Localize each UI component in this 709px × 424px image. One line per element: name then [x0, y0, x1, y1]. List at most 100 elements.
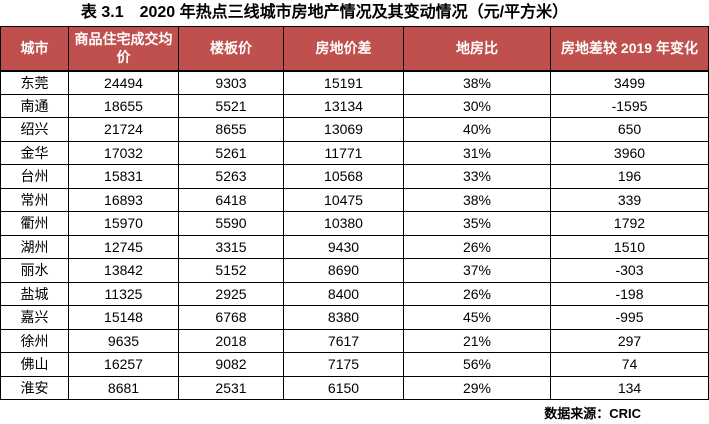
value-cell: 196	[550, 164, 709, 189]
value-cell: 26%	[403, 234, 551, 259]
table-row: 衢州 15970 5590 10380 35% 1792	[0, 211, 709, 236]
value-cell: 16257	[68, 352, 179, 377]
header-row: 城市 商品住宅成交均价 楼板价 房地价差 地房比 房地差较 2019 年变化	[0, 26, 709, 72]
value-cell: 7617	[283, 328, 404, 353]
header-cell-land-ratio: 地房比	[403, 26, 551, 72]
value-cell: 9430	[283, 234, 404, 259]
value-cell: 74	[550, 352, 709, 377]
value-cell: 26%	[403, 281, 551, 306]
value-cell: 9303	[178, 70, 284, 95]
value-cell: 8681	[68, 375, 179, 400]
table-title: 表 3.1 2020 年热点三线城市房地产情况及其变动情况（元/平方米）	[80, 4, 569, 21]
value-cell: 30%	[403, 93, 551, 118]
value-cell: 1510	[550, 234, 709, 259]
value-cell: 8380	[283, 305, 404, 330]
value-cell: 3960	[550, 140, 709, 165]
value-cell: 35%	[403, 211, 551, 236]
table-row: 佛山 16257 9082 7175 56% 74	[0, 352, 709, 377]
value-cell: -995	[550, 305, 709, 330]
value-cell: 8400	[283, 281, 404, 306]
value-cell: 21%	[403, 328, 551, 353]
value-cell: 17032	[68, 140, 179, 165]
value-cell: 38%	[403, 70, 551, 95]
city-cell: 丽水	[0, 258, 69, 283]
value-cell: 5261	[178, 140, 284, 165]
value-cell: 297	[550, 328, 709, 353]
city-cell: 常州	[0, 187, 69, 212]
value-cell: 21724	[68, 117, 179, 142]
value-cell: 8655	[178, 117, 284, 142]
value-cell: 15970	[68, 211, 179, 236]
city-cell: 徐州	[0, 328, 69, 353]
header-cell-gap-change: 房地差较 2019 年变化	[550, 26, 709, 72]
value-cell: 13842	[68, 258, 179, 283]
value-cell: 10568	[283, 164, 404, 189]
table-row: 常州 16893 6418 10475 38% 339	[0, 187, 709, 212]
value-cell: 6150	[283, 375, 404, 400]
city-cell: 盐城	[0, 281, 69, 306]
city-cell: 衢州	[0, 211, 69, 236]
value-cell: 10380	[283, 211, 404, 236]
value-cell: 29%	[403, 375, 551, 400]
value-cell: -303	[550, 258, 709, 283]
value-cell: 13134	[283, 93, 404, 118]
value-cell: 11771	[283, 140, 404, 165]
value-cell: 9082	[178, 352, 284, 377]
value-cell: 10475	[283, 187, 404, 212]
value-cell: 8690	[283, 258, 404, 283]
value-cell: 38%	[403, 187, 551, 212]
city-cell: 淮安	[0, 375, 69, 400]
value-cell: 16893	[68, 187, 179, 212]
value-cell: 3499	[550, 70, 709, 95]
city-cell: 台州	[0, 164, 69, 189]
city-cell: 佛山	[0, 352, 69, 377]
value-cell: 45%	[403, 305, 551, 330]
value-cell: 6418	[178, 187, 284, 212]
table-row: 南通 18655 5521 13134 30% -1595	[0, 93, 709, 118]
city-cell: 绍兴	[0, 117, 69, 142]
table-body: 东莞 24494 9303 15191 38% 3499 南通 18655 5521 13134 3…	[0, 70, 709, 400]
city-cell: 金华	[0, 140, 69, 165]
value-cell: 15831	[68, 164, 179, 189]
value-cell: 18655	[68, 93, 179, 118]
table-row: 绍兴 21724 8655 13069 40% 650	[0, 117, 709, 142]
value-cell: 9635	[68, 328, 179, 353]
table-row: 湖州 12745 3315 9430 26% 1510	[0, 234, 709, 259]
header-cell-avg-price: 商品住宅成交均价	[68, 26, 179, 72]
value-cell: 339	[550, 187, 709, 212]
city-cell: 湖州	[0, 234, 69, 259]
table-row: 丽水 13842 5152 8690 37% -303	[0, 258, 709, 283]
value-cell: 31%	[403, 140, 551, 165]
value-cell: 40%	[403, 117, 551, 142]
value-cell: 2018	[178, 328, 284, 353]
value-cell: 5263	[178, 164, 284, 189]
value-cell: 15148	[68, 305, 179, 330]
value-cell: 15191	[283, 70, 404, 95]
value-cell: 2531	[178, 375, 284, 400]
real-estate-table: 城市 商品住宅成交均价 楼板价 房地价差 地房比 房地差较 2019 年变化 东…	[0, 26, 709, 400]
value-cell: 650	[550, 117, 709, 142]
value-cell: 5152	[178, 258, 284, 283]
table-row: 盐城 11325 2925 8400 26% -198	[0, 281, 709, 306]
value-cell: 3315	[178, 234, 284, 259]
value-cell: 134	[550, 375, 709, 400]
value-cell: 37%	[403, 258, 551, 283]
city-cell: 东莞	[0, 70, 69, 95]
value-cell: 11325	[68, 281, 179, 306]
city-cell: 嘉兴	[0, 305, 69, 330]
value-cell: 1792	[550, 211, 709, 236]
value-cell: 33%	[403, 164, 551, 189]
value-cell: -198	[550, 281, 709, 306]
value-cell: 5521	[178, 93, 284, 118]
table-row: 金华 17032 5261 11771 31% 3960	[0, 140, 709, 165]
data-source-note: 数据来源：CRIC	[544, 406, 641, 421]
city-cell: 南通	[0, 93, 69, 118]
value-cell: -1595	[550, 93, 709, 118]
table-row: 嘉兴 15148 6768 8380 45% -995	[0, 305, 709, 330]
value-cell: 56%	[403, 352, 551, 377]
header-cell-city: 城市	[0, 26, 69, 72]
value-cell: 6768	[178, 305, 284, 330]
value-cell: 13069	[283, 117, 404, 142]
value-cell: 5590	[178, 211, 284, 236]
